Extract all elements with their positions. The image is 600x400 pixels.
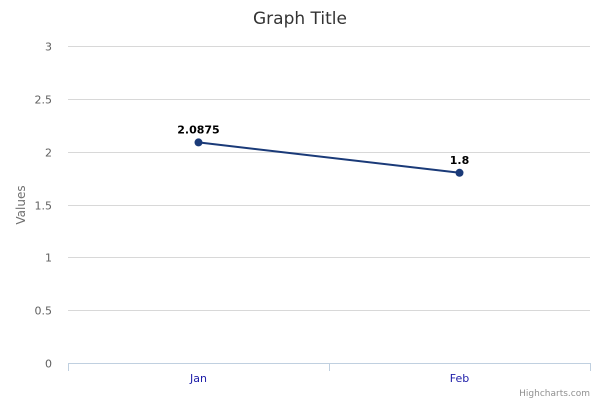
y-tick-label: 0.5 bbox=[35, 305, 53, 318]
y-axis-tick-labels: 0 0.5 1 1.5 2 2.5 3 bbox=[35, 41, 53, 371]
x-axis: Jan Feb bbox=[68, 363, 591, 385]
chart-title: Graph Title bbox=[253, 9, 347, 29]
data-labels: 2.0875 1.8 bbox=[177, 123, 469, 166]
series-line bbox=[198, 141, 460, 174]
gridlines bbox=[68, 46, 590, 311]
y-tick-label: 1.5 bbox=[35, 200, 53, 213]
data-point-marker bbox=[194, 138, 203, 147]
y-tick-label: 3 bbox=[45, 41, 52, 54]
data-point-marker bbox=[455, 168, 464, 177]
y-tick-label: 1 bbox=[45, 252, 52, 265]
x-tick-label: Jan bbox=[189, 372, 207, 385]
credits-link[interactable]: Highcharts.com bbox=[519, 389, 590, 399]
data-label: 1.8 bbox=[450, 154, 470, 167]
x-tick-label: Feb bbox=[450, 372, 469, 385]
data-label: 2.0875 bbox=[177, 123, 219, 136]
y-axis-title: Values bbox=[14, 185, 28, 224]
series bbox=[194, 138, 464, 177]
y-tick-label: 2 bbox=[45, 147, 52, 160]
y-tick-label: 2.5 bbox=[35, 94, 53, 107]
y-tick-label: 0 bbox=[45, 358, 52, 371]
